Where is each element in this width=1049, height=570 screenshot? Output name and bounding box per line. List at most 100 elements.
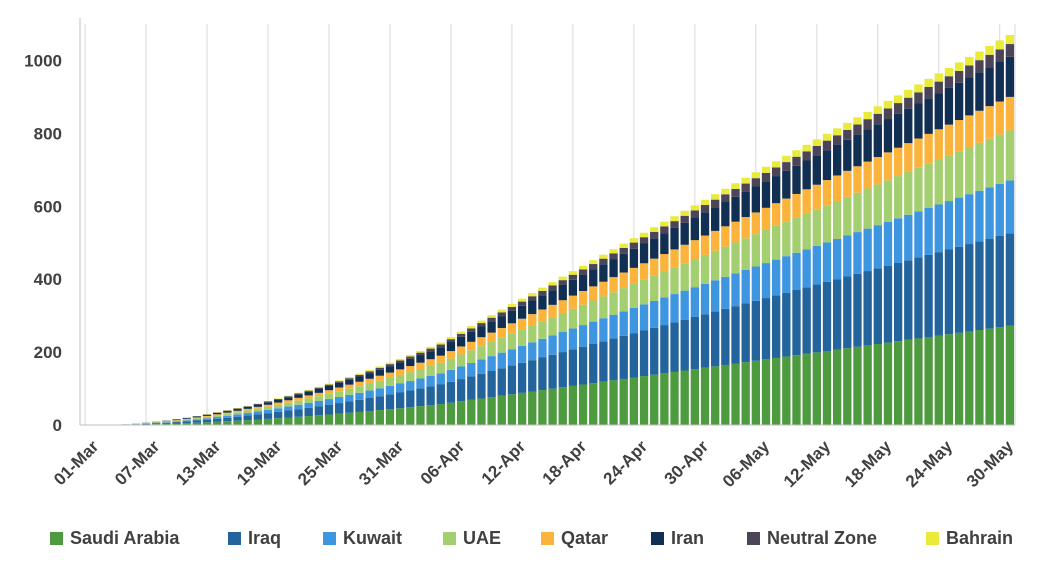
bar-segment bbox=[406, 358, 415, 367]
bar-segment bbox=[609, 380, 618, 425]
bar-segment bbox=[853, 346, 862, 425]
bar-segment bbox=[507, 365, 517, 395]
bar-segment bbox=[1005, 233, 1015, 326]
bar-segment bbox=[263, 413, 273, 419]
bar-segment bbox=[284, 410, 293, 418]
bar-segment bbox=[650, 231, 659, 239]
bar-segment bbox=[660, 226, 669, 234]
bar-segment bbox=[660, 271, 669, 298]
bar-segment bbox=[731, 242, 740, 274]
bar-segment bbox=[700, 314, 710, 368]
bar-segment bbox=[589, 383, 598, 425]
bar-segment bbox=[680, 210, 689, 216]
bar-segment bbox=[395, 369, 405, 376]
bar-segment bbox=[660, 373, 669, 425]
bar-segment bbox=[792, 150, 801, 157]
bar-segment bbox=[589, 264, 598, 270]
bar-segment bbox=[914, 84, 923, 93]
bar-segment bbox=[172, 420, 181, 422]
bar-segment bbox=[812, 139, 821, 146]
bar-segment bbox=[954, 246, 964, 333]
bar-segment bbox=[568, 271, 578, 275]
bar-segment bbox=[528, 325, 537, 343]
bar-segment bbox=[832, 144, 842, 176]
bar-segment bbox=[599, 258, 608, 265]
bar-segment bbox=[863, 271, 872, 346]
bar-segment bbox=[589, 300, 598, 322]
bar-segment bbox=[822, 180, 832, 206]
bar-segment bbox=[985, 187, 994, 239]
bar-segment bbox=[243, 408, 252, 411]
bar-segment bbox=[619, 378, 628, 425]
bar-segment bbox=[802, 160, 811, 190]
bar-segment bbox=[263, 418, 273, 425]
bar-segment bbox=[416, 378, 425, 389]
legend-swatch bbox=[228, 532, 241, 545]
x-tick-label: 13-Mar bbox=[172, 437, 224, 489]
bar-segment bbox=[822, 242, 832, 282]
bar-segment bbox=[802, 353, 811, 425]
bar-segment bbox=[599, 341, 608, 382]
bar-segment bbox=[670, 371, 679, 425]
bar-segment bbox=[751, 266, 761, 301]
bar-segment bbox=[528, 300, 537, 315]
bar-segment bbox=[751, 300, 761, 361]
x-tick-label: 30-Apr bbox=[661, 437, 713, 489]
bar-segment bbox=[385, 409, 395, 425]
bar-segment bbox=[497, 327, 506, 338]
bar-segment bbox=[761, 230, 771, 264]
bar-segment bbox=[639, 279, 649, 305]
bar-segment bbox=[355, 373, 364, 375]
bar-segment bbox=[965, 115, 974, 148]
bar-segment bbox=[395, 383, 405, 393]
bar-segment bbox=[650, 374, 659, 425]
bar-segment bbox=[213, 414, 222, 416]
bar-segment bbox=[446, 339, 456, 343]
bar-segment bbox=[914, 211, 923, 258]
bar-segment bbox=[274, 402, 283, 405]
bar-segment bbox=[365, 371, 374, 374]
bar-segment bbox=[304, 407, 313, 417]
bar-segment bbox=[965, 244, 974, 332]
bar-segment bbox=[507, 310, 517, 324]
bar-segment bbox=[172, 420, 181, 421]
bar-segment bbox=[182, 421, 191, 424]
bar-segment bbox=[243, 406, 252, 407]
bar-segment bbox=[274, 408, 283, 412]
bar-segment bbox=[619, 311, 628, 336]
bar-segment bbox=[761, 207, 771, 231]
bar-segment bbox=[893, 176, 903, 219]
bar-segment bbox=[406, 390, 415, 408]
bar-segment bbox=[233, 408, 242, 410]
x-tick-label: 06-May bbox=[719, 436, 774, 491]
bar-segment bbox=[629, 283, 639, 308]
bar-segment bbox=[314, 401, 323, 407]
bar-segment bbox=[263, 406, 273, 410]
bar-segment bbox=[548, 317, 557, 336]
bar-segment bbox=[650, 238, 659, 259]
y-tick-label: 800 bbox=[34, 124, 62, 143]
bar-segment bbox=[954, 82, 964, 121]
bar-segment bbox=[700, 199, 710, 206]
bar-segment bbox=[690, 369, 700, 425]
bar-segment bbox=[446, 351, 456, 359]
bar-segment bbox=[253, 419, 263, 425]
bar-segment bbox=[395, 392, 405, 409]
bar-segment bbox=[985, 238, 994, 329]
bar-segment bbox=[802, 213, 811, 250]
bar-segment bbox=[731, 221, 740, 243]
bar-segment bbox=[711, 250, 720, 281]
bar-segment bbox=[761, 181, 771, 208]
x-tick-label: 30-May bbox=[963, 436, 1018, 491]
bar-segment bbox=[599, 296, 608, 319]
bar-segment bbox=[487, 315, 496, 318]
bar-segment bbox=[274, 404, 283, 409]
bar-segment bbox=[700, 254, 710, 284]
bar-segment bbox=[406, 381, 415, 391]
bar-segment bbox=[853, 273, 862, 347]
bar-segment bbox=[680, 215, 689, 223]
bar-segment bbox=[995, 327, 1004, 425]
bar-segment bbox=[731, 306, 740, 364]
bar-segment bbox=[497, 316, 506, 328]
bar-segment bbox=[507, 333, 517, 350]
